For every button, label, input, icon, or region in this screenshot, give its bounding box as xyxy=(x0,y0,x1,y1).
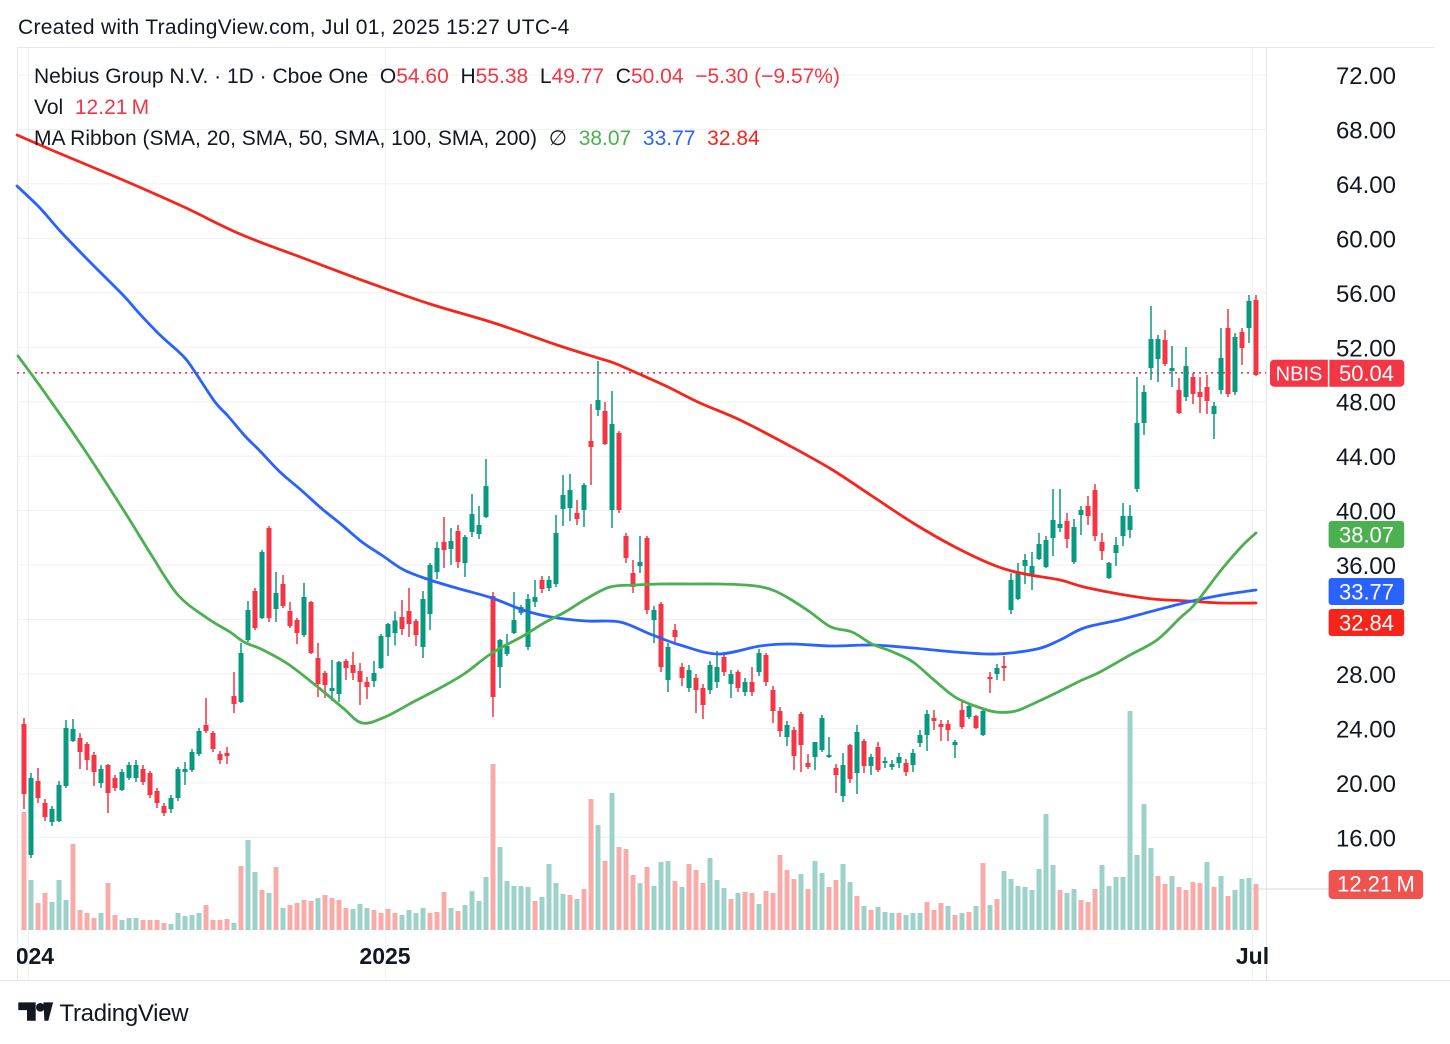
svg-text:52.00: 52.00 xyxy=(1336,335,1396,362)
svg-text:Vol 12.21 M: Vol 12.21 M xyxy=(34,96,149,119)
svg-text:48.00: 48.00 xyxy=(1336,390,1396,417)
svg-text:2024: 2024 xyxy=(3,943,54,969)
svg-text:68.00: 68.00 xyxy=(1336,118,1396,145)
svg-text:50.04: 50.04 xyxy=(1339,361,1394,386)
svg-text:44.00: 44.00 xyxy=(1336,444,1396,471)
svg-text:20.00: 20.00 xyxy=(1336,771,1396,798)
svg-text:Created with TradingView.com,: Created with TradingView.com, Jul 01, 20… xyxy=(18,16,570,39)
svg-text:2025: 2025 xyxy=(359,943,410,969)
svg-text:72.00: 72.00 xyxy=(1336,63,1396,90)
svg-text:33.77: 33.77 xyxy=(1339,580,1394,605)
svg-text:24.00: 24.00 xyxy=(1336,716,1396,743)
svg-text:36.00: 36.00 xyxy=(1336,553,1396,580)
svg-text:32.84: 32.84 xyxy=(1339,611,1394,636)
svg-text:12.21 M: 12.21 M xyxy=(1337,872,1415,897)
svg-text:NBIS: NBIS xyxy=(1276,364,1323,386)
svg-text:28.00: 28.00 xyxy=(1336,662,1396,689)
svg-text:16.00: 16.00 xyxy=(1336,825,1396,852)
svg-text:56.00: 56.00 xyxy=(1336,281,1396,308)
svg-text:TradingView: TradingView xyxy=(60,1000,190,1027)
svg-text:Nebius Group N.V. · 1D · Cboe: Nebius Group N.V. · 1D · Cboe One O54.60… xyxy=(34,65,840,88)
svg-text:38.07: 38.07 xyxy=(1339,523,1394,548)
svg-text:60.00: 60.00 xyxy=(1336,226,1396,253)
svg-text:64.00: 64.00 xyxy=(1336,172,1396,199)
svg-text:MA Ribbon (SMA, 20, SMA, 50, S: MA Ribbon (SMA, 20, SMA, 50, SMA, 100, S… xyxy=(34,127,760,150)
svg-text:Jul: Jul xyxy=(1236,943,1269,969)
